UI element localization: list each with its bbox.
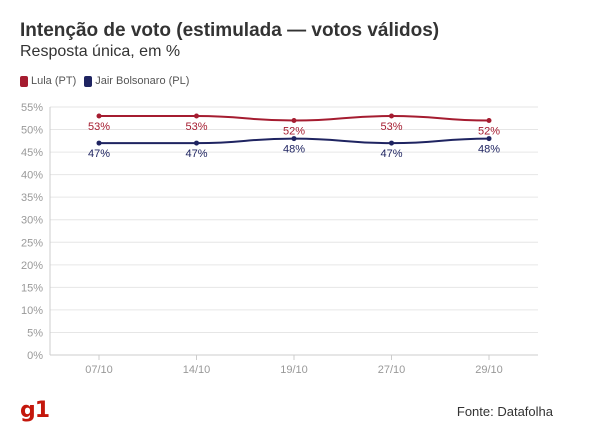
data-label-lula: 52% [478,126,500,138]
y-tick-label: 25% [21,237,43,249]
y-tick-label: 35% [21,192,43,204]
chart-subtitle: Resposta única, em % [20,43,181,60]
data-point-lula [194,113,199,119]
y-tick-label: 10% [21,305,43,317]
legend-label-bolsonaro: Jair Bolsonaro (PL) [95,75,190,87]
y-tick-label: 0% [27,350,43,362]
legend: Lula (PT) Jair Bolsonaro (PL) [20,75,189,87]
data-point-lula [291,118,297,124]
data-point-lula [389,113,394,119]
x-tick-label: 07/10 [85,364,113,376]
data-point-lula [96,113,102,119]
x-tick-label: 29/10 [475,364,503,376]
y-tick-label: 15% [21,282,43,294]
legend-label-lula: Lula (PT) [31,75,77,87]
g1-logo: g1 [20,398,50,423]
data-label-bolsonaro: 47% [380,148,402,160]
y-tick-label: 45% [21,147,43,159]
data-point-bolsonaro [96,140,102,146]
chart-title: Intenção de voto (estimulada — votos vál… [20,20,440,41]
y-tick-label: 50% [21,125,43,137]
legend-swatch-lula [20,75,28,87]
data-label-bolsonaro: 47% [88,148,110,160]
legend-item-lula: Lula (PT) [20,75,76,87]
x-tick-label: 27/10 [378,364,406,376]
data-label-bolsonaro: 48% [283,144,305,156]
data-label-bolsonaro: 48% [478,144,500,156]
y-tick-label: 55% [21,102,43,114]
y-tick-label: 20% [21,260,43,272]
y-tick-label: 40% [21,170,43,182]
x-tick-label: 14/10 [183,364,211,376]
legend-item-bolsonaro: Jair Bolsonaro (PL) [84,75,189,87]
y-tick-label: 30% [21,215,43,227]
data-point-bolsonaro [194,140,199,146]
data-point-bolsonaro [291,136,297,142]
data-label-lula: 53% [185,121,207,133]
data-label-lula: 52% [283,126,305,138]
data-label-lula: 53% [380,121,402,133]
legend-swatch-bolsonaro [84,75,93,87]
source-note: Fonte: Datafolha [456,404,553,419]
data-point-bolsonaro [389,140,394,146]
data-point-lula [486,118,492,124]
data-point-bolsonaro [486,136,492,142]
x-tick-label: 19/10 [280,364,308,376]
data-label-lula: 53% [88,121,110,133]
y-tick-label: 5% [27,327,43,339]
data-label-bolsonaro: 47% [185,148,207,160]
